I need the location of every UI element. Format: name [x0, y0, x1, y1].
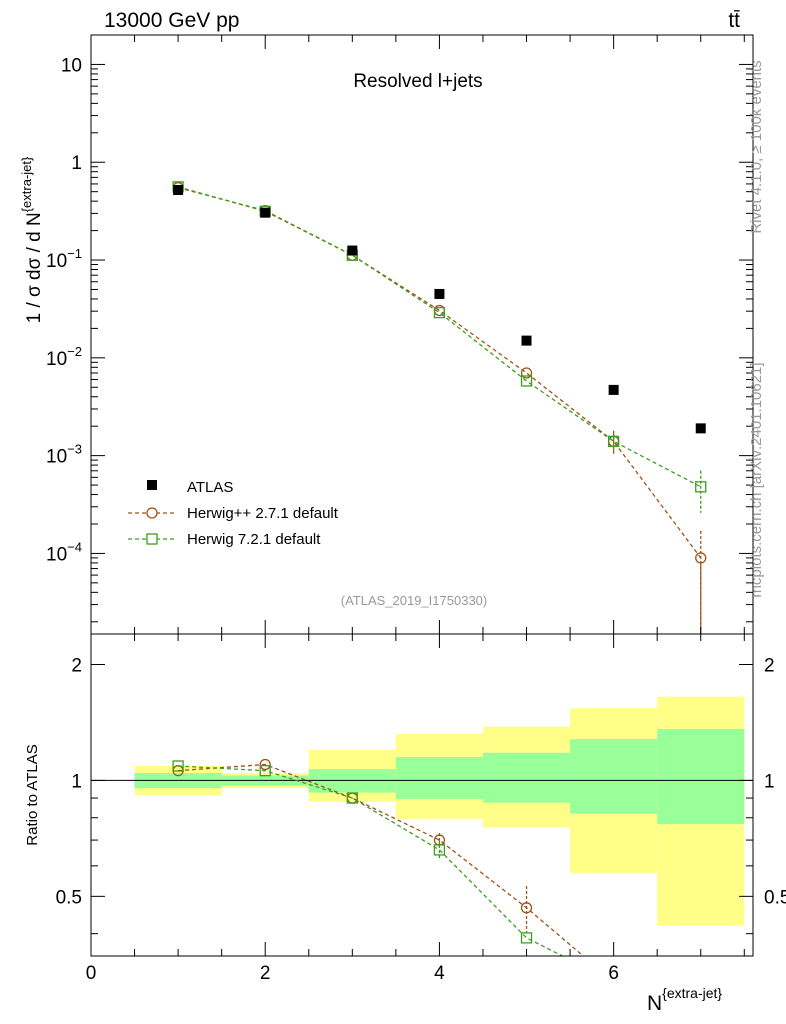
data-point [433, 306, 446, 319]
ratio-uncertainty-bands [134, 696, 745, 926]
x-tick-label: 2 [260, 963, 271, 984]
legend-entry-herwig7: Herwig 7.2.1 default [128, 531, 321, 548]
y-tick-label: 10 [61, 55, 82, 76]
ratio-band-inner [482, 752, 571, 803]
y-tick-label-exponent: −2 [67, 344, 82, 359]
ratio-series-group [172, 758, 584, 957]
ratio-plot-frame [90, 633, 754, 957]
legend-label-atlas: ATLAS [187, 479, 233, 496]
y-tick-label: 10−1 [46, 246, 82, 272]
main-y-axis-title-text: 1 / σ dσ / d N{extra-jet} [19, 156, 45, 323]
legend-label-herwigpp: Herwig++ 2.7.1 default [187, 505, 339, 522]
rivet-version-label: Rivet 4.1.0, ≥ 100k events [748, 60, 765, 233]
data-point [521, 335, 532, 346]
ratio-y-tick-label-right: 2 [764, 655, 775, 676]
legend-marker-herwig7 [146, 533, 158, 545]
data-point [520, 375, 533, 387]
y-tick-label-base: 10 [46, 349, 67, 370]
x-axis-title-base: N [647, 992, 662, 1015]
data-point [520, 367, 533, 379]
y-tick-label-base: 10 [46, 544, 67, 565]
ratio-y-tick-label-left: 0.5 [56, 887, 82, 908]
data-point [172, 760, 184, 772]
series-line-herwig-2-7-1-default [178, 763, 584, 957]
data-point [607, 435, 620, 447]
legend-marker-atlas [147, 480, 157, 490]
mcplots-label: mcplots.cern.ch [arXiv:2401.10621] [748, 362, 765, 597]
y-tick-label-exponent: −4 [67, 539, 82, 554]
ratio-y-tick-label-right: 1 [764, 771, 775, 792]
series-atlas [173, 185, 706, 434]
y-tick-label: 10−4 [46, 539, 82, 565]
ratio-y-tick-label-left: 1 [71, 771, 82, 792]
series-herwig-2-7-1-default [172, 181, 707, 634]
y-tick-label: 10−3 [46, 442, 82, 468]
x-tick-label: 0 [86, 963, 97, 984]
data-point [259, 758, 271, 771]
main-y-axis-title-sup: {extra-jet} [19, 156, 34, 212]
y-tick-label-base: 10 [46, 251, 67, 272]
y-tick-label-exponent: −3 [67, 442, 82, 457]
ratio-y-axis-title: Ratio to ATLAS [24, 744, 41, 845]
main-y-axis-title: 1 / σ dσ / d N{extra-jet} [19, 156, 45, 323]
x-axis-title-sup: {extra-jet} [662, 985, 722, 1001]
x-axis-title: N{extra-jet} [647, 985, 722, 1015]
data-point [173, 185, 184, 196]
data-point [695, 423, 706, 434]
data-point [520, 932, 533, 944]
series-line-herwig-2-7-1-default [177, 186, 702, 559]
data-point [520, 902, 533, 914]
y-tick-label-base: 10 [46, 447, 67, 468]
main-y-axis-title-base: 1 / σ dσ / d N [24, 212, 45, 323]
data-point [608, 384, 619, 395]
x-tick-label: 4 [434, 963, 445, 984]
data-point [695, 481, 707, 493]
y-tick-label: 1 [71, 153, 82, 174]
ratio-axis-ticks: 0.5 0.5 1 1 2 2 0 2 4 6 [56, 634, 786, 984]
energy-label: 13000 GeV pp [104, 9, 239, 32]
y-tick-label: 10−2 [46, 344, 82, 370]
analysis-id: (ATLAS_2019_I1750330) [341, 593, 487, 608]
data-point [434, 288, 445, 299]
legend-entry-herwigpp: Herwig++ 2.7.1 default [128, 505, 339, 522]
data-point [346, 792, 358, 804]
main-series-group [172, 181, 707, 634]
data-point [347, 245, 358, 256]
series-line-herwig-7-2-1-default [178, 765, 563, 957]
ratio-y-tick-label-right: 0.5 [764, 887, 786, 908]
ratio-y-tick-label-left: 2 [71, 655, 82, 676]
data-point [260, 207, 271, 218]
series-herwig-7-2-1-default [172, 760, 563, 957]
y-tick-label-exponent: −1 [67, 246, 82, 261]
legend-marker-herwigpp [146, 507, 158, 519]
data-point [259, 765, 271, 777]
legend-label-herwig7: Herwig 7.2.1 default [187, 531, 321, 548]
analysis-title: Resolved l+jets [353, 71, 482, 92]
series-line-herwig-7-2-1-default [177, 186, 702, 488]
x-tick-label: 6 [608, 963, 619, 984]
process-label: tt̄ [728, 9, 740, 32]
legend: ATLAS Herwig++ 2.7.1 default Herwig 7.2.… [128, 479, 339, 548]
data-point [433, 844, 446, 856]
legend-entry-atlas: ATLAS [147, 479, 233, 496]
ratio-band-inner [657, 728, 745, 825]
ratio-band-inner [570, 739, 658, 814]
series-herwig-7-2-1-default [172, 181, 707, 513]
ratio-band-inner [395, 757, 483, 799]
